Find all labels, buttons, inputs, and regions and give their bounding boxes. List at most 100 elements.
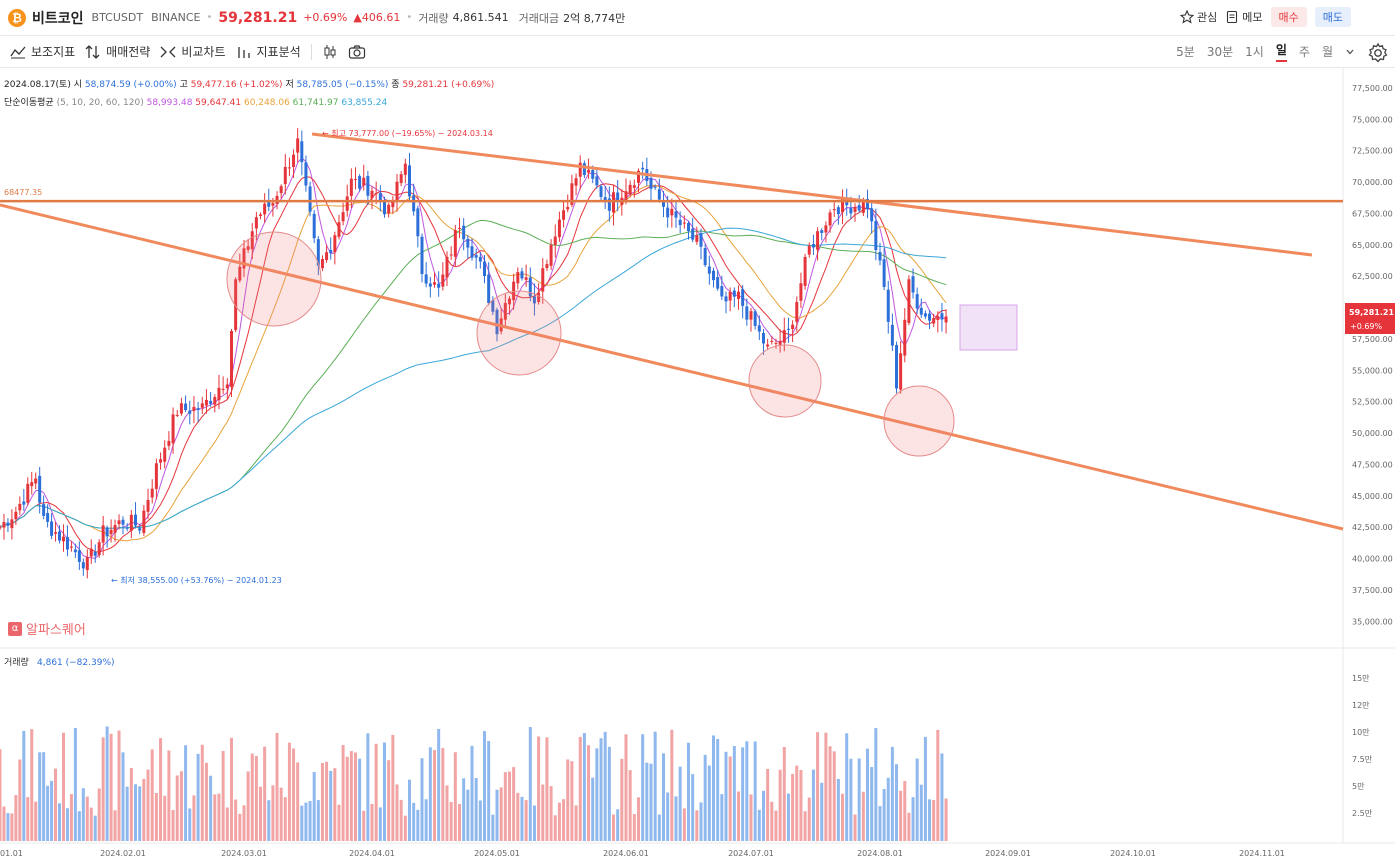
volume-bar[interactable] — [69, 794, 73, 841]
volume-bar[interactable] — [532, 805, 536, 841]
candle[interactable] — [65, 536, 69, 550]
candle[interactable] — [495, 309, 499, 335]
volume-bar[interactable] — [73, 728, 77, 841]
interval-1h[interactable]: 1시 — [1245, 45, 1264, 59]
volume-bar[interactable] — [712, 735, 715, 841]
volume-bar[interactable] — [695, 810, 699, 841]
candle[interactable] — [167, 440, 171, 446]
candle[interactable] — [928, 313, 932, 321]
volume-bar[interactable] — [271, 785, 275, 841]
volume-bar[interactable] — [146, 769, 150, 841]
volume-bar[interactable] — [720, 794, 724, 841]
candle[interactable] — [641, 167, 645, 170]
candle[interactable] — [724, 296, 728, 302]
volume-bar[interactable] — [254, 756, 258, 841]
volume-bar[interactable] — [209, 775, 213, 841]
volume-bar[interactable] — [38, 752, 42, 841]
volume-bar[interactable] — [34, 801, 38, 841]
volume-bar[interactable] — [582, 733, 586, 841]
volume-bar[interactable] — [320, 762, 324, 841]
volume-bar[interactable] — [18, 759, 22, 841]
candle[interactable] — [578, 162, 582, 177]
volume-bar[interactable] — [333, 768, 337, 841]
candle[interactable] — [582, 163, 586, 175]
indicators-button[interactable]: 보조지표 — [10, 43, 75, 60]
candle[interactable] — [138, 528, 142, 531]
volume-bar[interactable] — [499, 787, 503, 841]
volume-bar[interactable] — [287, 742, 291, 841]
candle[interactable] — [849, 207, 853, 214]
candle[interactable] — [649, 177, 653, 189]
volume-bar[interactable] — [570, 761, 574, 841]
candle[interactable] — [616, 192, 620, 202]
candle[interactable] — [516, 272, 520, 284]
candle[interactable] — [716, 277, 720, 289]
volume-bar[interactable] — [428, 747, 432, 841]
candle[interactable] — [528, 277, 532, 297]
volume-bar[interactable] — [907, 812, 911, 841]
candle[interactable] — [179, 403, 183, 414]
candle[interactable] — [470, 246, 474, 258]
candle[interactable] — [653, 186, 657, 188]
candle[interactable] — [121, 519, 125, 525]
volume-bar[interactable] — [849, 758, 853, 841]
candle[interactable] — [192, 406, 196, 411]
candle[interactable] — [549, 244, 553, 266]
volume-bar[interactable] — [341, 745, 345, 841]
volume-bar[interactable] — [138, 786, 142, 841]
volume-bar[interactable] — [213, 794, 217, 841]
volume-bar[interactable] — [275, 732, 279, 841]
volume-bar[interactable] — [919, 784, 923, 841]
candle[interactable] — [562, 210, 566, 220]
candle[interactable] — [557, 219, 561, 238]
candle[interactable] — [242, 248, 246, 269]
volume-bar[interactable] — [857, 758, 861, 841]
candle[interactable] — [188, 410, 192, 414]
volume-bar[interactable] — [824, 732, 828, 841]
volume-bar[interactable] — [940, 753, 944, 841]
volume-bar[interactable] — [774, 810, 778, 841]
volume-bar[interactable] — [557, 802, 561, 841]
candle[interactable] — [73, 549, 77, 553]
volume-bar[interactable] — [383, 742, 386, 841]
volume-bar[interactable] — [225, 807, 229, 841]
volume-bar[interactable] — [445, 785, 449, 841]
volume-bar[interactable] — [799, 769, 803, 841]
candle[interactable] — [878, 251, 882, 261]
candle[interactable] — [936, 316, 940, 321]
volume-bar[interactable] — [507, 771, 511, 841]
volume-bar[interactable] — [786, 793, 790, 841]
volume-bar[interactable] — [449, 801, 453, 841]
volume-bar[interactable] — [458, 803, 461, 841]
candle[interactable] — [541, 268, 545, 292]
candle[interactable] — [150, 488, 154, 498]
candle[interactable] — [283, 166, 287, 185]
candle[interactable] — [259, 214, 263, 216]
volume-bar[interactable] — [562, 799, 566, 841]
candle[interactable] — [234, 279, 238, 331]
candle[interactable] — [81, 562, 85, 569]
volume-bar[interactable] — [362, 810, 366, 841]
candle[interactable] — [196, 408, 200, 411]
volume-bar[interactable] — [129, 768, 133, 841]
volume-bar[interactable] — [420, 758, 424, 841]
candle[interactable] — [129, 514, 133, 531]
candle[interactable] — [18, 503, 22, 511]
volume-bar[interactable] — [566, 759, 570, 841]
candle[interactable] — [437, 283, 441, 288]
volume-bar[interactable] — [312, 772, 316, 841]
volume-bar[interactable] — [595, 748, 599, 841]
candle[interactable] — [358, 176, 362, 189]
interval-day[interactable]: 일 — [1275, 41, 1287, 62]
volume-bar[interactable] — [200, 744, 204, 841]
volume-bar[interactable] — [441, 748, 445, 841]
candle[interactable] — [503, 302, 507, 320]
candle[interactable] — [337, 222, 341, 237]
volume-bar[interactable] — [154, 793, 158, 841]
volume-bar[interactable] — [250, 753, 254, 841]
screenshot-button[interactable] — [348, 44, 366, 60]
volume-bar[interactable] — [620, 758, 624, 841]
volume-bar[interactable] — [853, 814, 857, 841]
candle[interactable] — [737, 291, 740, 299]
candle[interactable] — [545, 264, 549, 269]
